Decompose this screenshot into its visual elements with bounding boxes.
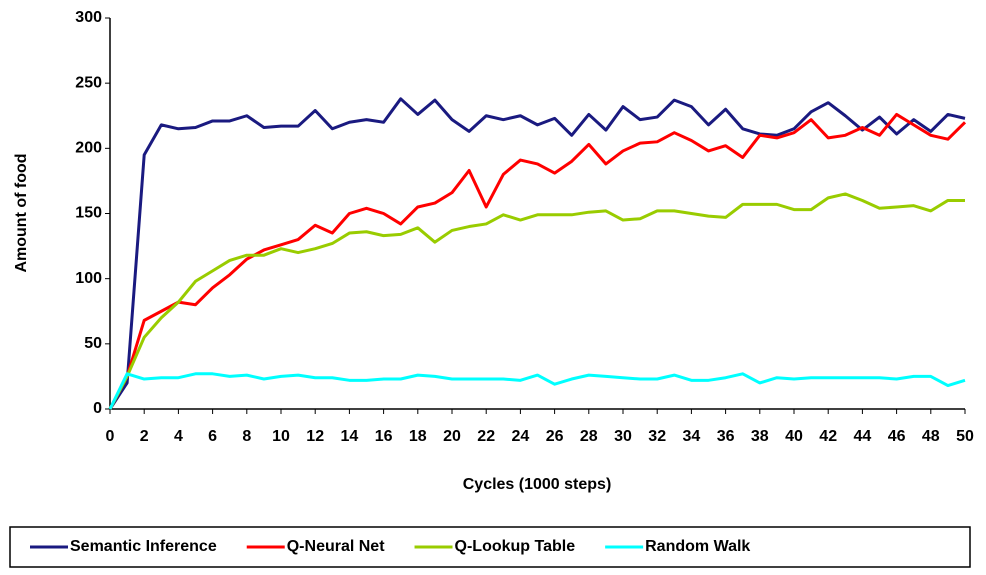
legend-label: Random Walk [645,538,750,555]
series-line [108,112,967,410]
x-tick-label: 26 [546,428,564,445]
x-tick-label: 46 [888,428,906,445]
x-tick-label: 38 [751,428,769,445]
x-axis-label: Cycles (1000 steps) [463,476,612,493]
x-tick-label: 48 [922,428,940,445]
x-tick-label: 28 [580,428,598,445]
y-tick-label: 250 [75,74,102,91]
x-tick-label: 4 [174,428,183,445]
x-tick-label: 8 [242,428,251,445]
legend-box [9,526,971,568]
x-tick-label: 20 [443,428,461,445]
y-axis-label: Amount of food [13,153,30,272]
x-tick-label: 18 [409,428,427,445]
x-tick-label: 16 [375,428,393,445]
legend-label: Q-Lookup Table [455,538,576,555]
x-tick-label: 42 [819,428,837,445]
x-tick-label: 30 [614,428,632,445]
x-tick-label: 32 [648,428,666,445]
series-line [108,192,965,410]
x-tick-label: 0 [106,428,115,445]
x-tick-label: 40 [785,428,803,445]
series-line [108,97,966,410]
y-tick-label: 50 [84,335,102,352]
x-tick-label: 44 [854,428,872,445]
x-tick-label: 2 [140,428,149,445]
x-tick-label: 22 [477,428,495,445]
y-tick-label: 150 [75,205,102,222]
x-tick-label: 12 [306,428,324,445]
x-tick-label: 50 [956,428,974,445]
x-tick-label: 6 [208,428,217,445]
legend-label: Q-Neural Net [287,538,385,555]
x-tick-label: 34 [683,428,701,445]
y-tick-label: 200 [75,140,102,157]
y-tick-label: 100 [75,270,102,287]
series-line [108,372,966,410]
x-tick-label: 10 [272,428,290,445]
x-tick-label: 24 [512,428,530,445]
legend-label: Semantic Inference [70,538,217,555]
y-tick-label: 0 [93,400,102,417]
x-tick-label: 14 [341,428,359,445]
y-tick-label: 300 [75,9,102,26]
x-tick-label: 36 [717,428,735,445]
